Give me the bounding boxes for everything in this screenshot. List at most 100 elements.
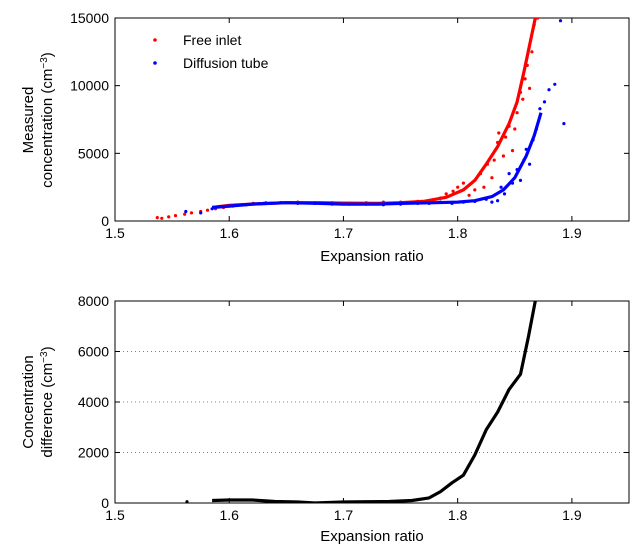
chart-measured-concentration: 1.5 1.6 1.7 1.8 1.9 0 5000 10000 15000 Free inl… [20,10,630,265]
y-axis-label-line-1: Measured [20,87,37,154]
data-point-free-inlet [521,97,525,101]
y-tick-label: 10000 [70,78,109,94]
y-axis-label-main: concentration (cm [39,69,56,188]
data-point-free-inlet [473,188,477,192]
data-point-free-inlet [173,214,178,218]
x-axis-label: Expansion ratio [320,248,423,265]
data-point-diffusion-tube [507,172,511,176]
data-point-diffusion-tube [473,199,477,203]
data-point-free-inlet [510,149,515,153]
data-point-diffusion-tube [496,199,500,203]
chart-concentration-difference: 1.5 1.6 1.7 1.8 1.9 0 2000 4000 6000 8000 Expans… [20,293,630,545]
y-tick-label: 0 [101,213,109,229]
y-tick-label: 5000 [78,145,109,161]
data-point-diffusion-tube [562,122,566,126]
legend-marker-diffusion-tube [153,61,157,65]
x-tick-labels: 1.5 1.6 1.7 1.8 1.9 [105,225,582,241]
data-point-diffusion-tube [261,201,266,205]
data-point-free-inlet [532,23,536,27]
data-point-diffusion-tube [499,185,503,189]
data-point-diffusion-tube [461,200,465,204]
data-point-free-inlet [183,212,187,216]
legend: Free inlet Diffusion tube [153,32,269,71]
y-tick-label: 4000 [78,394,109,410]
y-tick-label: 15000 [70,10,109,26]
data-point-diffusion-tube [534,127,539,131]
y-axis-label-line-1: Concentration [20,355,37,448]
data-point-diffusion-tube [210,207,214,211]
data-point-free-inlet [530,50,534,54]
data-point-diffusion-tube [524,147,528,151]
data-point-free-inlet [490,176,494,180]
x-tick-label: 1.9 [562,507,582,523]
data-point-diffusion-tube [450,201,454,205]
y-tick-labels: 0 5000 10000 15000 [70,10,109,229]
data-point-free-inlet [518,90,523,94]
x-tick-label: 1.8 [448,507,468,523]
y-axis-label-exponent: −3 [39,351,50,363]
data-point-diffusion-tube [313,201,317,205]
data-point-diffusion-tube [484,197,488,201]
data-point-free-inlet [507,124,511,128]
data-point-free-inlet [513,127,517,131]
x-tick-label: 1.6 [219,507,239,523]
data-layer [155,18,566,220]
data-point-diffusion-tube [184,209,188,214]
data-point-free-inlet [485,162,489,166]
data-point-free-inlet [167,215,171,219]
tick-marks [114,300,629,504]
y-tick-label: 6000 [78,344,109,360]
y-tick-labels: 0 2000 4000 6000 8000 [78,293,109,511]
data-point-diffusion-tube [244,203,248,207]
x-tick-label: 1.6 [219,225,239,241]
data-point-diffusion-tube [427,201,431,205]
data-point-free-inlet [456,185,460,189]
data-point-diffusion-tube [438,200,443,204]
y-axis-label-main: difference (cm [39,363,56,458]
data-point-diffusion-tube [364,202,368,206]
data-point-free-inlet [504,135,508,139]
x-tick-label: 1.7 [334,507,354,523]
data-point-diffusion-tube [399,202,403,206]
data-point-diffusion-tube [558,19,563,23]
y-tick-label: 8000 [78,293,109,309]
data-point-diffusion-tube [531,138,535,142]
data-point-free-inlet [525,63,529,67]
data-point-diffusion-tube [502,192,507,196]
data-point-free-inlet [536,18,540,20]
data-point-free-inlet [497,131,501,135]
data-point-diffusion-tube [416,201,420,205]
fit-line-diffusion-tube [211,112,543,210]
data-point-free-inlet [444,192,448,196]
data-point-diffusion-tube [522,158,526,162]
data-point-diffusion-tube [538,107,542,111]
data-point-diffusion-tube [528,162,532,166]
data-point-free-inlet [492,158,496,162]
plot-content [155,18,566,220]
y-axis-label-line-2: difference (cm−3) [39,346,56,457]
legend-label-diffusion-tube: Diffusion tube [183,55,269,71]
x-tick-label: 1.7 [334,225,354,241]
data-point-free-inlet [501,154,505,158]
data-point-free-inlet [496,140,500,145]
data-point-free-inlet [528,86,532,90]
data-point-diffusion-tube [227,204,231,208]
data-point-diffusion-tube [518,178,523,182]
data-point-diffusion-tube [490,200,494,204]
difference-line [212,301,537,503]
data-point-free-inlet [189,211,194,215]
y-tick-label: 2000 [78,445,109,461]
x-axis-label: Expansion ratio [320,528,423,545]
legend-marker-free-inlet [153,38,157,42]
data-point-diffusion-tube [515,168,519,172]
data-point-free-inlet [482,185,486,189]
data-point-diffusion-tube [542,100,547,104]
y-tick-label: 0 [101,495,109,511]
x-tick-label: 1.5 [105,225,125,241]
data-point-free-inlet [467,193,471,197]
y-axis-label-exponent: −3 [39,57,50,69]
data-point-free-inlet [438,196,443,200]
data-point-diffusion-tube [296,201,300,205]
data-point-diffusion-tube [199,211,203,215]
